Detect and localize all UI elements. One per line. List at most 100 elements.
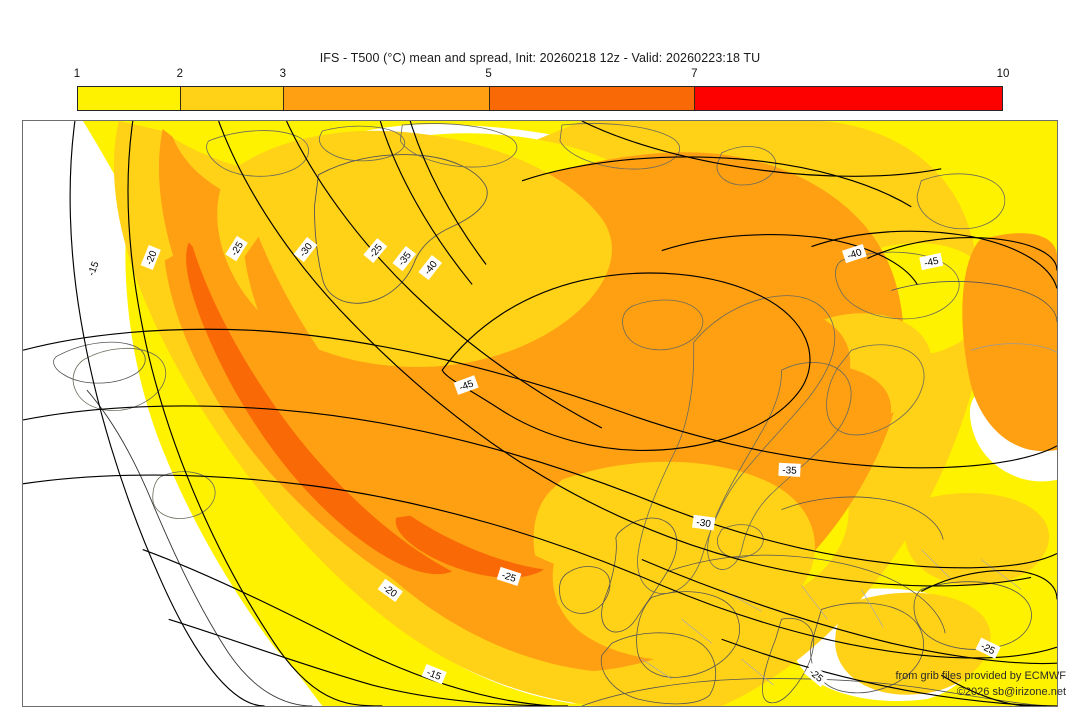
contour-label-box [392,245,417,272]
contour-label: -15 [83,256,103,281]
coastline-iceland [622,299,704,351]
contour-mid-europe [641,558,1057,665]
contour--15-west [69,121,265,706]
coastline-kola [835,251,960,320]
coastline-baffin [206,130,309,177]
contour-label-text: -45 [923,256,940,270]
coastline-sweden [707,362,852,570]
colorbar-tick-10: 10 [996,68,1010,80]
colorbar-segment-7-10 [695,87,1002,110]
contour-label-box [83,256,103,281]
contour-label-box [421,664,447,685]
coastline-greenland [313,154,488,304]
contour-label-box [803,663,829,688]
colorbar-segment-2-3 [181,87,285,110]
page-title: IFS - T500 (°C) mean and spread, Init: 2… [319,51,761,65]
colorbar-tick-2: 2 [176,68,184,80]
contour--45-east [867,237,1057,271]
contour--45-top [661,234,918,285]
contour-label-box [363,238,388,264]
contour-label-text: -15 [86,260,101,278]
contour-label-box [418,254,443,281]
coastline-scandinavia [637,295,836,594]
colorbar-tick-5: 5 [485,68,492,80]
contour-label-box [692,514,716,531]
coastline-devon [318,125,405,162]
spread-hole-southwest [23,571,323,706]
contour-south-leg [940,674,1032,706]
colorbar-tick-7: 7 [691,68,698,80]
coastline-britain [601,517,678,633]
spread-band-3-hole [217,130,612,368]
contour-label-text: -35 [782,465,797,477]
coastline-canada-coast [86,389,313,706]
contour--35-mid [23,328,1057,469]
contour-label-box [377,578,403,603]
spread-band-1b [125,121,592,706]
coastline-france [636,591,740,678]
contour--35-upper [379,121,473,285]
contour--40-upper [409,121,487,265]
contour-label-text: -25 [500,570,518,585]
colorbar-tick-1: 1 [73,68,81,80]
contour-label: -45 [919,252,944,271]
spread-colorbar: 1 2 3 5 7 10 [74,68,1009,111]
contour-label-box [496,566,522,586]
contour-label: -25 [496,566,522,586]
contour-label: -20 [140,245,161,271]
spread-pocket-scotland [552,510,802,661]
coastline-finland [826,344,925,436]
contour-label-text: -40 [846,247,864,262]
contour-label: -15 [421,664,447,685]
spread-band-5b [395,515,544,578]
contour-extra-arctic [581,121,942,177]
contour-label-layer: -15-20 -25 -30 -25 -35 -40-45-40-45-35-30-25-… [83,235,1001,688]
spread-pocket-sweden [739,363,892,466]
colorbar-segment-3-5 [284,87,490,110]
spread-pocket-turkey [904,492,1049,586]
colorbar-tick-3: 3 [279,68,286,80]
contour-label-text: -15 [425,667,443,683]
coastline-baltic-sea [781,496,944,540]
contour-label: -30 [692,514,716,531]
contour--25-south [721,638,1057,706]
map-svg: -15-20 -25 -30 -25 -35 -40-45-40-45-35-30-25-… [23,121,1057,706]
contour-extra-north [521,156,912,208]
contour-label-box [293,237,318,263]
contour-label-box [225,235,248,262]
contour-label: -40 [842,244,867,264]
contour--25-islands [920,569,1057,600]
contour-label-box [919,252,944,271]
contour-label-text: -20 [144,249,160,267]
attribution-copyright: ©2026 sb@irizone.net [956,686,1066,698]
coastline-ireland [559,566,611,614]
contour-label-box [140,245,161,271]
spread-pocket-medi [835,592,991,695]
contour-label: -45 [453,375,479,395]
contour-label: -35 [778,462,801,477]
coastline-europe-north [667,554,946,634]
contour-label-box [453,375,479,395]
contour--30-upper [285,121,603,429]
spread-pocket-east-edge2 [962,233,1057,452]
map-canvas[interactable]: -15 -20 -25 -30 -25 -35 -40 -45 -40 -45 -35 -30 -25-… [22,120,1058,707]
coastline-internal-borders [641,549,1022,686]
colorbar-tick-labels: 1 2 3 5 7 10 [73,68,1010,84]
contour-layer [23,121,1057,706]
colorbar-strip [77,86,1003,111]
contour--15-lower [168,618,568,706]
contour--45-loop [441,272,811,451]
contour-label-box [842,244,867,264]
contour-label-box [975,637,1001,659]
coastline-russia-east [971,343,1057,353]
colorbar-segment-1-2 [78,87,182,110]
spread-axis-orange3 [244,236,722,602]
coastline-labrador [72,348,167,411]
coastline-denmark [717,524,764,559]
contour--25-upper [218,121,1032,587]
contour--25-mid [23,474,1057,659]
spread-shading-layer [23,121,1057,706]
contour-label-text: -30 [696,517,712,530]
coastline-iberia [600,632,717,705]
